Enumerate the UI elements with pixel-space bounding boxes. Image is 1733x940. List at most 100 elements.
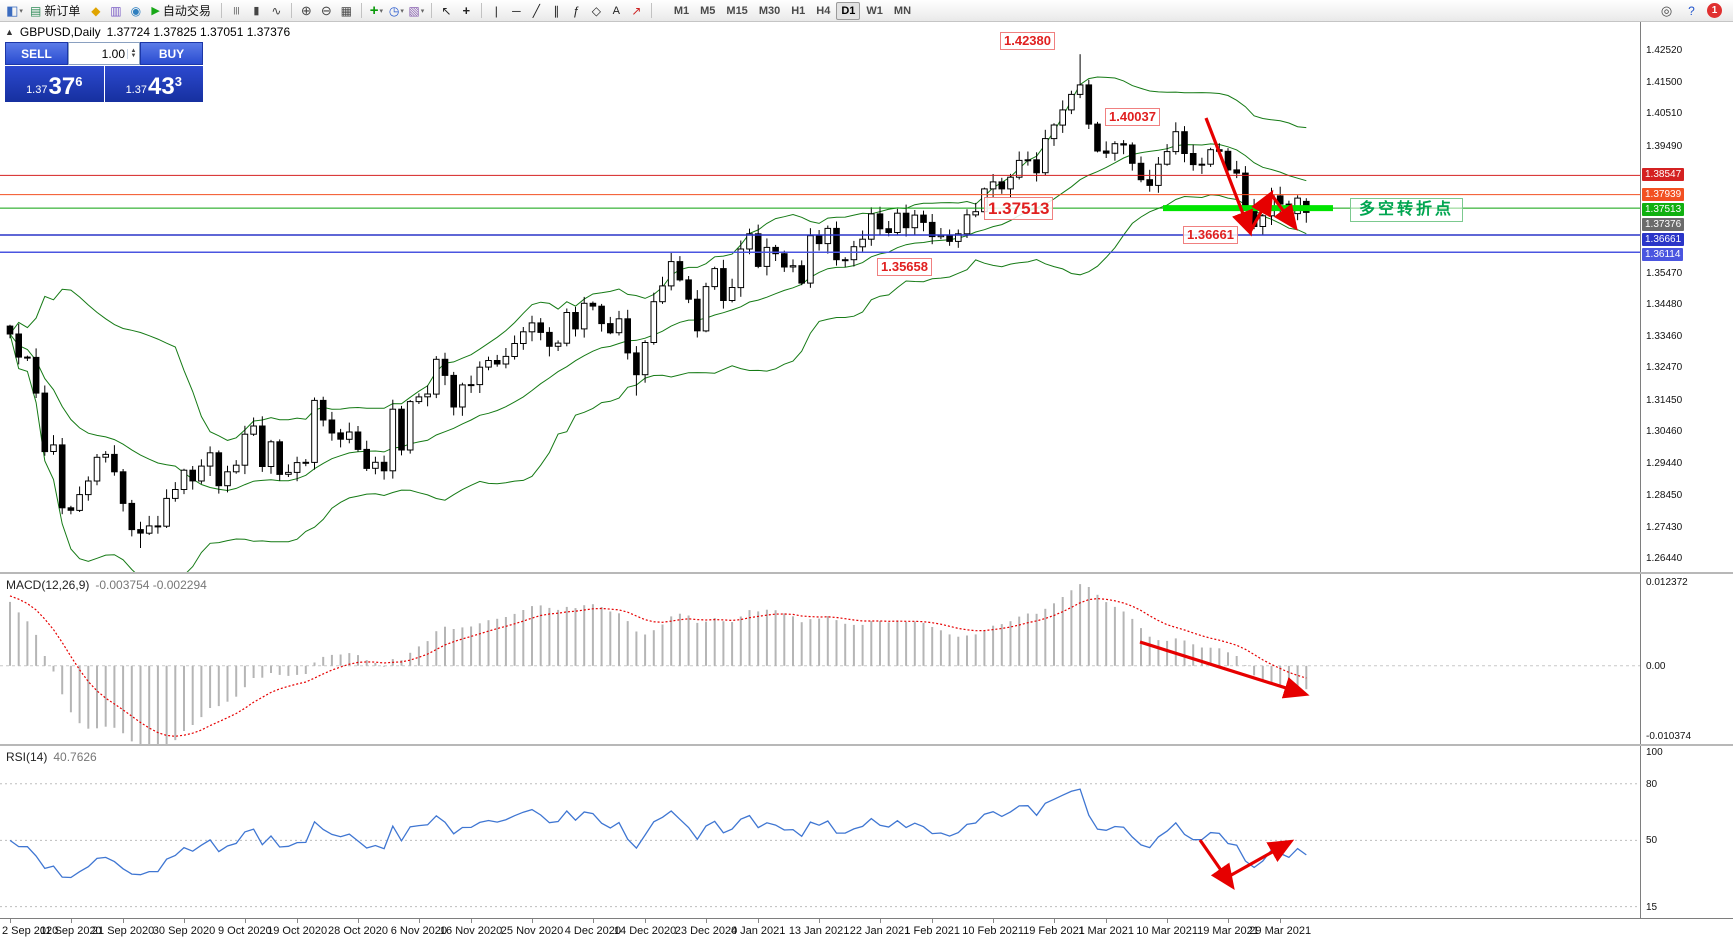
periods-icon[interactable]: ◷ ▾ [387, 2, 406, 20]
cursor-icon: ↖ [441, 3, 452, 18]
candlestick-chart-type-icon[interactable]: ▮ [247, 2, 266, 20]
macd-label: MACD(12,26,9) -0.003754 -0.002294 [6, 578, 207, 592]
volume-spinner[interactable]: ▲ ▼ [127, 47, 139, 59]
autotrading-button[interactable]: ▶ 自动交易 [146, 2, 215, 20]
time-tick [532, 919, 533, 923]
toolbar-separator [480, 3, 482, 18]
time-label: 22 Jan 2021 [849, 925, 911, 937]
new-order-button[interactable]: ▤ 新订单 [25, 2, 85, 20]
scale-tick-label: 15 [1646, 901, 1658, 913]
scale-tick-label: 0.012372 [1646, 576, 1688, 588]
time-label: 6 Nov 2020 [390, 925, 448, 937]
toolbar-separator [220, 3, 222, 18]
time-label: 19 Mar 2021 [1197, 925, 1259, 937]
bar-chart-type-icon: ||| [233, 6, 240, 15]
cursor-icon[interactable]: ↖ [437, 2, 456, 20]
sell-button[interactable]: SELL [5, 42, 68, 65]
vertical-line-icon[interactable]: | [487, 2, 506, 20]
codebase-icon[interactable]: ▥ [106, 2, 125, 20]
search-icon[interactable]: ◎ [1657, 2, 1676, 20]
time-tick [758, 919, 760, 923]
zoom-out-icon[interactable]: ⊖ [317, 2, 336, 20]
volume-input[interactable]: 1.00 ▲ ▼ [68, 42, 140, 65]
price-badge: 1.36114 [1642, 247, 1684, 261]
time-tick [1280, 919, 1282, 923]
buy-price-big: 43 [147, 73, 175, 100]
rsi-panel[interactable]: 100 80 50 15 RSI(14) 40.7626 [0, 746, 1733, 918]
price-scale[interactable]: 1.42520 1.41500 1.40510 1.39490 1.35470 1.344… [1640, 22, 1733, 572]
mql5-community-icon[interactable]: ◆ [86, 2, 105, 20]
time-axis[interactable]: 2 Sep 2020 11 Sep 2020 21 Sep 2020 30 Sep 2… [0, 918, 1733, 940]
dropdown-arrow-icon[interactable]: ▾ [420, 7, 425, 15]
rsi-label: RSI(14) 40.7626 [6, 750, 97, 764]
ohlc-quotes: 1.37724 1.37825 1.37051 1.37376 [106, 25, 291, 39]
rsi-chart-svg[interactable] [0, 746, 1640, 916]
new-order-icon: ▤ [30, 3, 42, 18]
rsi-scale[interactable]: 100 80 50 15 [1640, 746, 1733, 918]
timeframe-mn[interactable]: MN [893, 4, 912, 17]
time-tick [123, 919, 125, 923]
equidistant-channel-icon[interactable]: ∥ [547, 2, 566, 20]
volume-value[interactable]: 1.00 [101, 46, 125, 61]
scale-tick-label: 50 [1646, 835, 1658, 847]
timeframe-w1[interactable]: W1 [866, 4, 883, 17]
dropdown-arrow-icon[interactable]: ▾ [19, 7, 23, 15]
fibonacci-icon[interactable]: ƒ [567, 2, 586, 20]
timeframe-m5[interactable]: M5 [700, 4, 716, 17]
time-label: 16 Nov 2020 [439, 925, 503, 937]
spinner-down-icon[interactable]: ▼ [130, 52, 137, 59]
one-click-collapse-icon[interactable]: ▲ [5, 27, 14, 37]
macd-panel[interactable]: 0.012372 0.00 -0.010374 MACD(12,26,9) -0.00… [0, 574, 1733, 746]
scale-tick-label: 1.40510 [1646, 108, 1683, 120]
spinner-up-icon[interactable]: ▲ [130, 47, 137, 54]
dropdown-arrow-icon[interactable]: ▾ [400, 7, 404, 15]
trendline-icon[interactable]: ╱ [527, 2, 546, 20]
bar-chart-type-icon[interactable]: ||| [227, 2, 246, 20]
line-chart-type-icon[interactable]: ∿ [267, 2, 286, 20]
time-tick [932, 919, 934, 923]
timeframe-h1[interactable]: H1 [791, 4, 806, 17]
time-label: 1 Mar 2021 [1078, 925, 1135, 937]
arrows-icon[interactable]: ↗ [627, 2, 646, 20]
equidistant-channel-icon: ∥ [553, 3, 560, 18]
time-label: 29 Mar 2021 [1249, 925, 1312, 937]
dropdown-arrow-icon[interactable]: ▾ [379, 7, 383, 15]
timeframe-m30[interactable]: M30 [758, 4, 781, 17]
annotation-note: 多空转折点 [1350, 198, 1464, 222]
time-tick [358, 919, 359, 923]
time-tick [1167, 919, 1169, 923]
horizontal-line-icon[interactable]: ─ [507, 2, 526, 20]
crosshair-icon[interactable]: + [457, 2, 476, 20]
scale-tick-label: 1.35470 [1646, 267, 1683, 279]
time-tick [184, 919, 185, 923]
text-icon[interactable]: A [607, 2, 626, 20]
news-globe-icon[interactable]: ◉ [126, 2, 145, 20]
time-label: 13 Jan 2021 [788, 925, 850, 937]
help-icon[interactable]: ? [1682, 2, 1701, 20]
timeframe-h4[interactable]: H4 [816, 4, 831, 17]
buy-price-display[interactable]: 1.37 43 3 [104, 66, 203, 102]
shapes-icon[interactable]: ◇ [587, 2, 606, 20]
sell-price-display[interactable]: 1.37 37 6 [5, 66, 104, 102]
price-chart-svg[interactable] [0, 22, 1640, 572]
macd-scale[interactable]: 0.012372 0.00 -0.010374 [1640, 574, 1733, 744]
timeframe-d1[interactable]: D1 [836, 1, 861, 20]
templates-icon[interactable]: ▧ ▾ [407, 2, 426, 20]
time-label: 28 Oct 2020 [328, 925, 388, 937]
new-chart-icon[interactable]: ◧ ▾ [5, 2, 24, 20]
timeframe-m15[interactable]: M15 [726, 4, 748, 17]
toolbar-separator [360, 3, 362, 18]
indicators-icon[interactable]: + ▾ [367, 2, 386, 20]
tile-windows-icon[interactable]: ▦ [337, 2, 356, 20]
time-label: 25 Nov 2020 [500, 925, 564, 937]
scale-tick-label: 1.29440 [1646, 458, 1683, 470]
zoom-in-icon[interactable]: ⊕ [297, 2, 316, 20]
scale-tick-label: 1.28450 [1646, 489, 1683, 501]
time-tick [819, 919, 821, 923]
timeframe-m1[interactable]: M1 [673, 4, 690, 17]
price-badge: 1.37376 [1642, 217, 1685, 231]
macd-chart-svg[interactable] [0, 574, 1640, 744]
buy-button[interactable]: BUY [140, 42, 203, 65]
notification-badge[interactable]: 1 [1707, 3, 1722, 18]
main-chart-panel[interactable]: 1.42520 1.41500 1.40510 1.39490 1.35470 1.344… [0, 22, 1733, 574]
